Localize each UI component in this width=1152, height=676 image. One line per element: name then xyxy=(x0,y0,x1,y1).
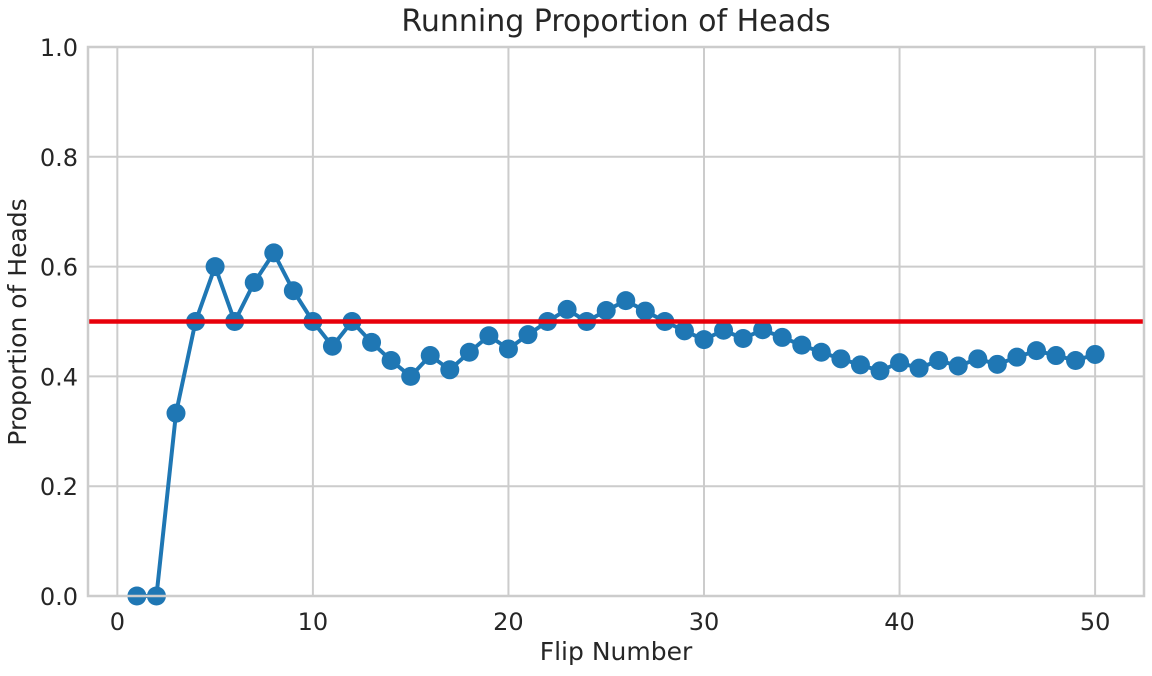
series-layer xyxy=(127,243,1105,606)
data-point xyxy=(635,301,655,321)
data-point xyxy=(733,329,753,349)
data-point xyxy=(1066,350,1086,370)
data-point xyxy=(850,355,870,375)
y-tick-label: 0.6 xyxy=(40,254,78,282)
y-axis-label: Proportion of Heads xyxy=(3,198,32,445)
data-point xyxy=(459,342,479,362)
data-point xyxy=(322,336,342,356)
tick-labels: 0 10 20 30 40 50 0.0 0.2 0.4 0.6 0.8 1.0 xyxy=(40,34,1111,636)
y-tick-label: 1.0 xyxy=(40,34,78,62)
data-point xyxy=(811,342,831,362)
data-point xyxy=(714,320,734,340)
data-point xyxy=(772,327,792,347)
data-point xyxy=(283,281,303,301)
data-point xyxy=(557,299,577,319)
data-point xyxy=(753,320,773,340)
data-point xyxy=(420,346,440,366)
data-point xyxy=(381,350,401,370)
series-line xyxy=(136,250,1096,598)
data-point xyxy=(518,325,538,345)
data-point xyxy=(1026,341,1046,361)
data-point xyxy=(401,366,421,386)
data-point xyxy=(616,291,636,311)
y-tick-label: 0.4 xyxy=(40,363,78,391)
data-point xyxy=(694,330,714,350)
x-tick-label: 0 xyxy=(110,608,125,636)
data-point xyxy=(264,243,284,263)
data-point xyxy=(831,349,851,369)
data-point xyxy=(596,301,616,321)
data-point xyxy=(890,353,910,373)
data-point xyxy=(1046,346,1066,366)
data-point xyxy=(362,332,382,352)
data-point xyxy=(987,354,1007,374)
y-tick-label: 0.2 xyxy=(40,473,78,501)
data-point xyxy=(1085,344,1105,364)
data-point xyxy=(929,350,949,370)
data-point xyxy=(244,273,264,293)
data-point xyxy=(909,358,929,378)
data-point xyxy=(498,339,518,359)
data-point xyxy=(205,257,225,277)
plot-frame xyxy=(86,45,1146,598)
x-tick-label: 10 xyxy=(298,608,329,636)
data-point xyxy=(166,403,186,423)
x-axis-label: Flip Number xyxy=(540,637,693,666)
data-point xyxy=(870,361,890,381)
chart-title: Running Proportion of Heads xyxy=(401,4,830,39)
data-point xyxy=(968,349,988,369)
x-tick-label: 50 xyxy=(1080,608,1111,636)
data-point xyxy=(1007,347,1027,367)
plot-border xyxy=(86,45,1146,598)
data-point xyxy=(440,360,460,380)
x-tick-label: 30 xyxy=(689,608,720,636)
y-tick-label: 0.0 xyxy=(40,583,78,611)
data-point xyxy=(792,335,812,355)
data-point xyxy=(479,326,499,346)
x-tick-label: 40 xyxy=(884,608,915,636)
data-point xyxy=(674,321,694,341)
data-point xyxy=(948,356,968,376)
x-tick-label: 20 xyxy=(493,608,524,636)
y-tick-label: 0.8 xyxy=(40,144,78,172)
